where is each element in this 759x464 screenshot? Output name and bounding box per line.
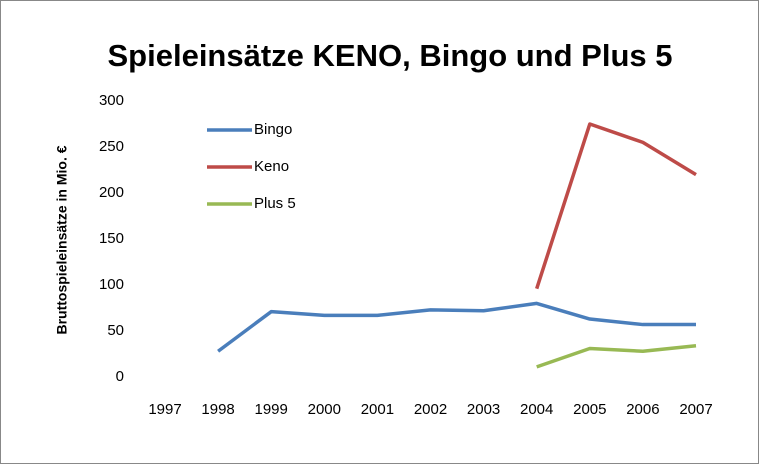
line-series: [217, 301, 696, 353]
y-tick-label: 100: [99, 276, 124, 293]
x-tick-label: 2006: [626, 401, 659, 418]
y-tick-label: 150: [99, 230, 124, 247]
x-tick-label: 1998: [201, 401, 234, 418]
y-tick-label: 0: [116, 368, 124, 385]
x-tick-label: 2005: [573, 401, 606, 418]
line-series: [535, 122, 697, 290]
chart-title: Spieleinsätze KENO, Bingo und Plus 5: [108, 38, 673, 73]
line-series: [536, 343, 697, 369]
y-tick-label: 50: [107, 322, 124, 339]
y-tick-label: 250: [99, 138, 124, 155]
x-tick-label: 2007: [679, 401, 712, 418]
x-tick-label: 2002: [414, 401, 447, 418]
x-tick-label: 2004: [520, 401, 553, 418]
x-tick-label: 2000: [308, 401, 341, 418]
y-tick-label: 200: [99, 184, 124, 201]
x-tick-label: 1999: [255, 401, 288, 418]
legend-label: Bingo: [254, 121, 292, 138]
x-tick-label: 2003: [467, 401, 500, 418]
legend-label: Keno: [254, 158, 289, 175]
x-tick-label: 2001: [361, 401, 394, 418]
y-axis-label: Bruttospieleinsätze in Mio. €: [54, 145, 70, 334]
legend-label: Plus 5: [254, 195, 296, 212]
y-tick-label: 300: [99, 92, 124, 109]
x-tick-label: 1997: [148, 401, 181, 418]
